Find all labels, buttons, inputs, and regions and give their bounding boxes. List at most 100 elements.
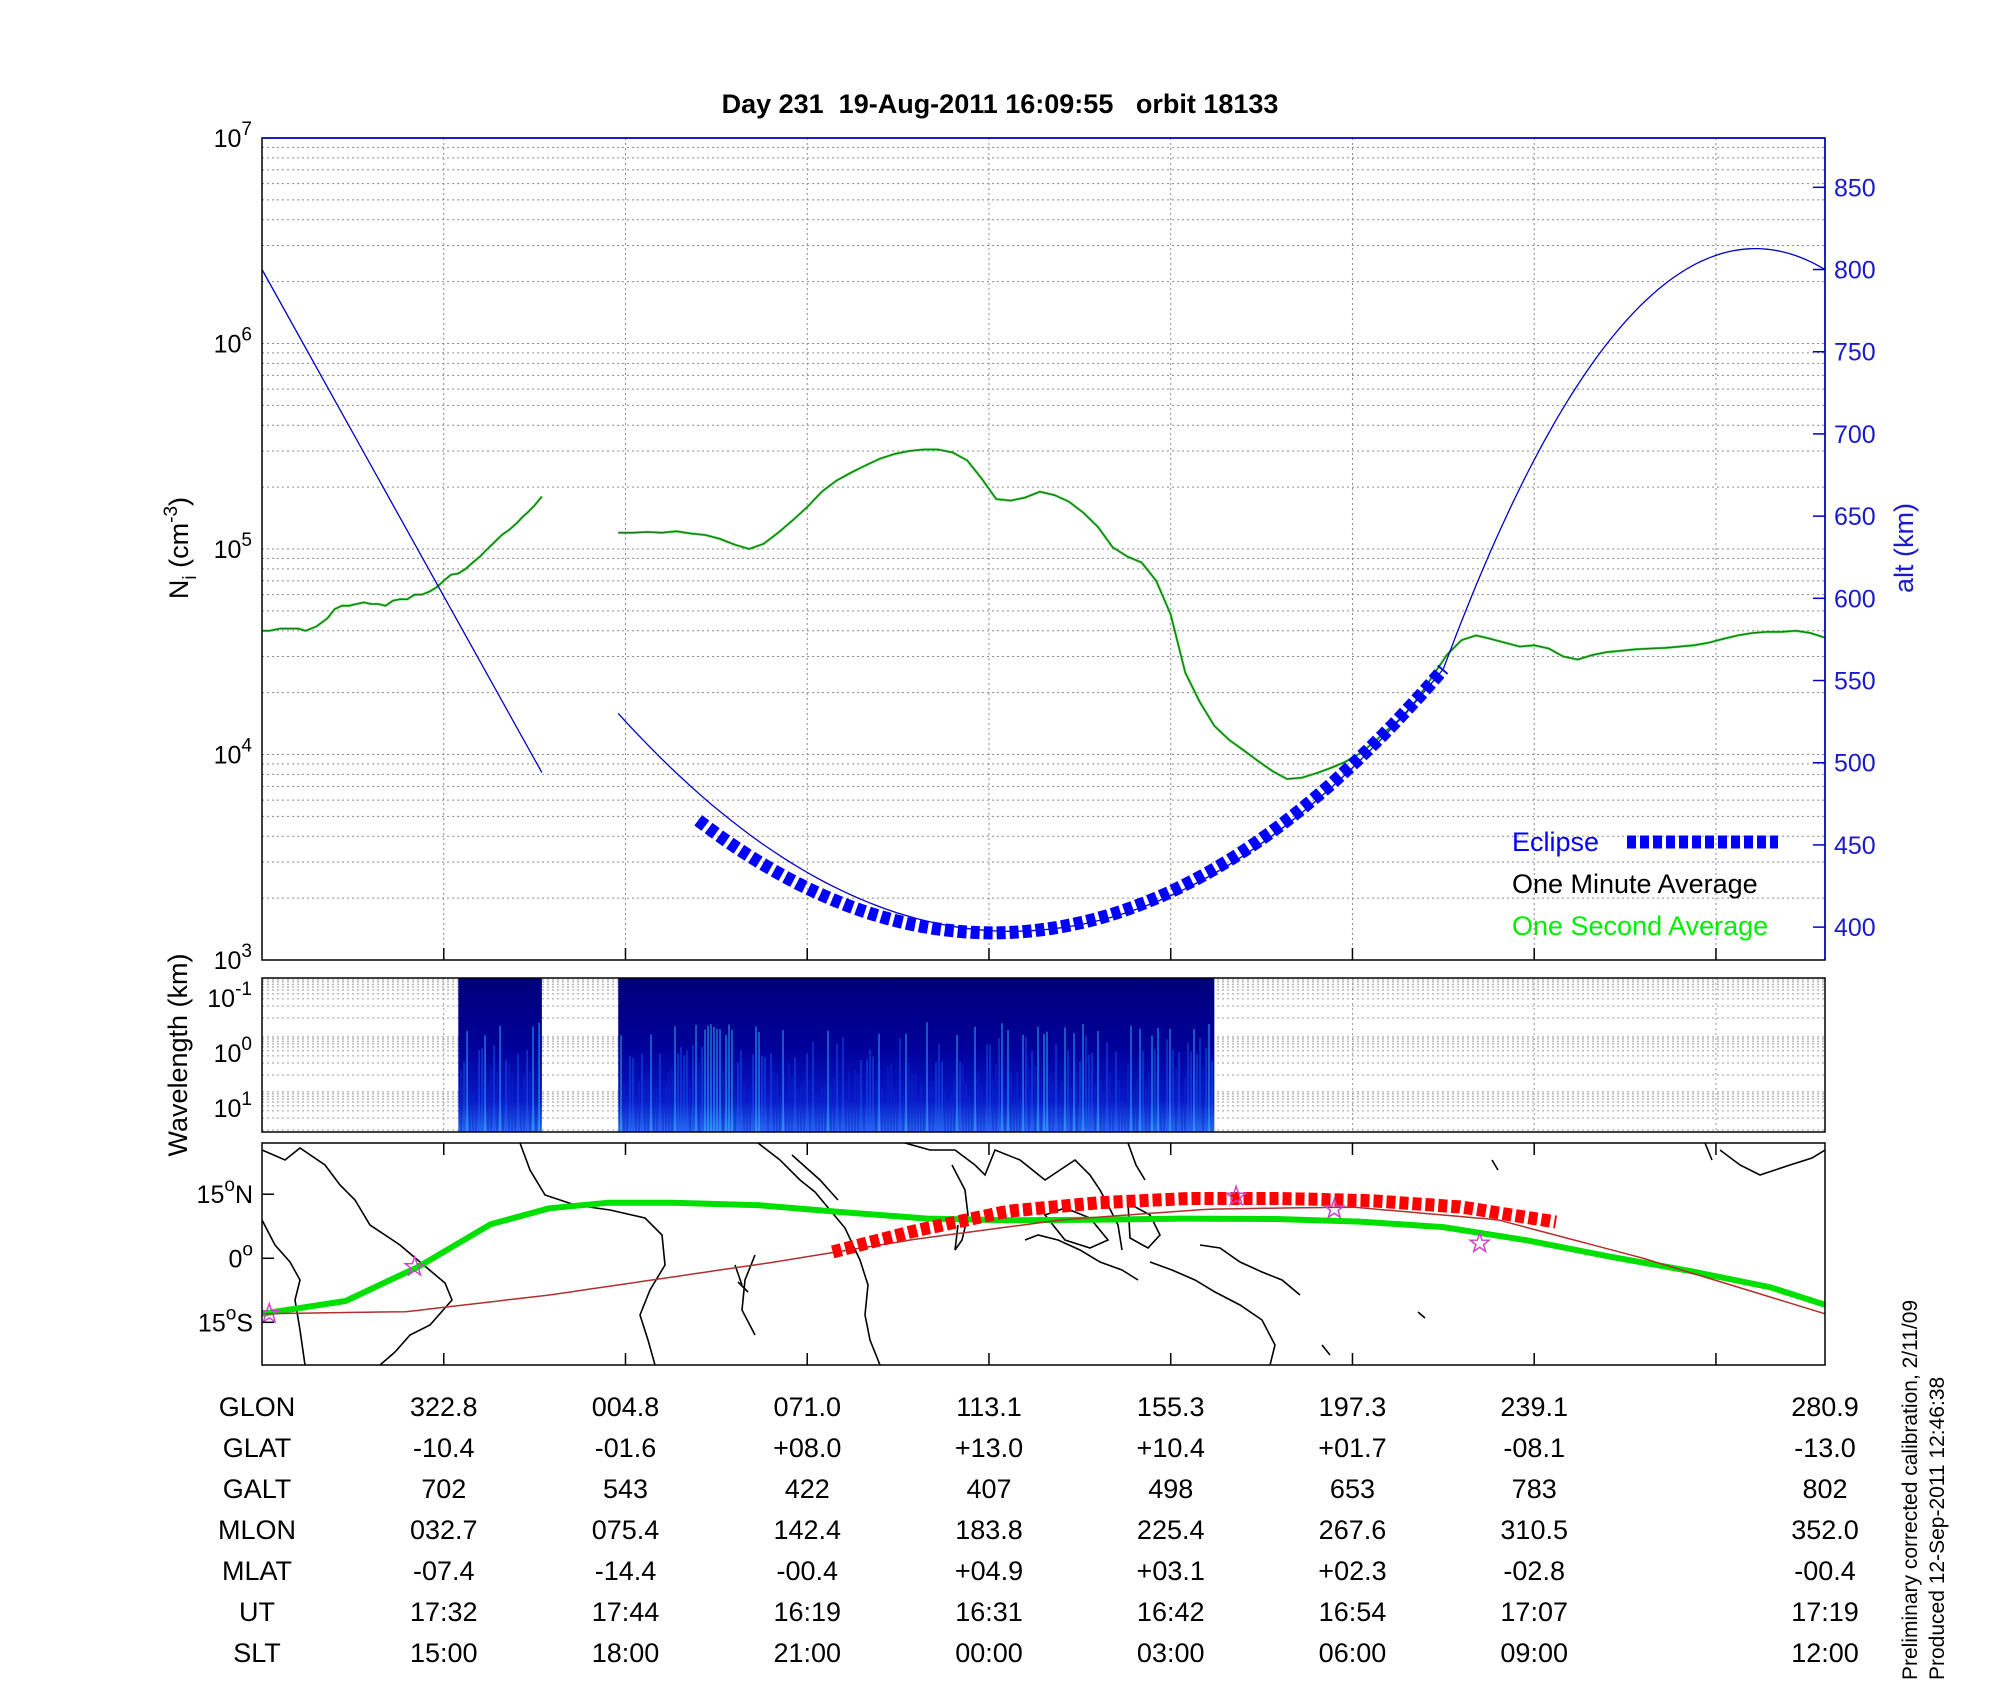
legend-second-label: One Second Average bbox=[1512, 911, 1768, 941]
spectrogram-streak bbox=[1043, 1033, 1045, 1132]
spectrogram-streak bbox=[1109, 1073, 1111, 1132]
table-cell: +10.4 bbox=[1137, 1433, 1205, 1463]
table-cell: 543 bbox=[603, 1474, 648, 1504]
table-cell: 239.1 bbox=[1500, 1392, 1568, 1422]
alt-tick-label: 450 bbox=[1834, 832, 1876, 860]
magnetic-equator-line bbox=[262, 1206, 1825, 1315]
spectrogram-streak bbox=[1181, 1103, 1183, 1132]
table-cell: 16:31 bbox=[955, 1597, 1023, 1627]
spectrogram-streak bbox=[977, 1072, 979, 1132]
spectrogram-streak bbox=[1025, 1036, 1027, 1132]
spectrogram-streak bbox=[1049, 1074, 1051, 1132]
spectrogram-streak bbox=[466, 1031, 468, 1132]
spectrogram-streak bbox=[1097, 1030, 1099, 1132]
spectrogram-streak bbox=[863, 1097, 865, 1132]
lat-tick-label: 0o bbox=[229, 1239, 253, 1273]
spectrogram-streak bbox=[487, 1085, 489, 1132]
spectrogram-streak bbox=[472, 1093, 474, 1132]
spectrogram-streak bbox=[734, 1096, 736, 1132]
table-cell: 183.8 bbox=[955, 1515, 1023, 1545]
spectrogram-streak bbox=[845, 1098, 847, 1132]
spectrogram-streak bbox=[746, 1105, 748, 1132]
table-cell: 17:07 bbox=[1500, 1597, 1568, 1627]
spectrogram-streak bbox=[821, 1086, 823, 1132]
table-cell: 267.6 bbox=[1319, 1515, 1387, 1545]
spectrogram-streak bbox=[493, 1045, 495, 1132]
table-cell: 113.1 bbox=[956, 1392, 1022, 1422]
density-minute-line bbox=[618, 448, 1826, 780]
spectrogram-streak bbox=[1148, 1071, 1150, 1132]
spectrogram-streak bbox=[926, 1022, 928, 1132]
spectrogram-streak bbox=[505, 1059, 507, 1132]
spectrogram-streak bbox=[803, 1079, 805, 1132]
table-cell: +02.3 bbox=[1318, 1556, 1386, 1586]
spectrogram-streak bbox=[743, 1085, 745, 1132]
spectrogram-streak bbox=[469, 1092, 471, 1132]
spectrogram-streak bbox=[1172, 1049, 1174, 1132]
spectrogram-streak bbox=[1115, 1051, 1117, 1132]
spectrogram-streak bbox=[656, 1088, 658, 1132]
altitude-y-label: alt (km) bbox=[1889, 503, 1919, 593]
table-cell: +04.9 bbox=[955, 1556, 1023, 1586]
table-cell: 407 bbox=[966, 1474, 1011, 1504]
spectrogram-streak bbox=[947, 1099, 949, 1132]
spectrogram-streak bbox=[1151, 1035, 1153, 1132]
spectrogram-streak bbox=[502, 1100, 504, 1132]
spectrogram-streak bbox=[866, 1059, 868, 1132]
spectrogram-streak bbox=[1004, 1094, 1006, 1132]
table-cell: 422 bbox=[785, 1474, 830, 1504]
spectrogram-streak bbox=[1127, 1064, 1129, 1132]
spectrogram-streak bbox=[887, 1066, 889, 1132]
y-tick-label: 103 bbox=[214, 941, 252, 975]
alt-tick-label: 600 bbox=[1834, 585, 1876, 613]
spectrogram-streak bbox=[980, 1085, 982, 1132]
spectrogram-streak bbox=[484, 1035, 486, 1132]
spectrogram-streak bbox=[481, 1048, 483, 1132]
spectrogram-streak bbox=[1160, 1100, 1162, 1132]
spectrogram-streak bbox=[520, 1106, 522, 1132]
spectrogram-streak bbox=[626, 1095, 628, 1132]
spectrogram-streak bbox=[1112, 1110, 1114, 1132]
table-cell: +08.0 bbox=[773, 1433, 841, 1463]
spectrogram-streak bbox=[1124, 1111, 1126, 1132]
table-cell: 802 bbox=[1802, 1474, 1847, 1504]
spectrogram-streak bbox=[1145, 1086, 1147, 1132]
alt-tick-label: 800 bbox=[1834, 257, 1876, 285]
table-cell: -00.4 bbox=[776, 1556, 838, 1586]
wavelength-tick-label: 100 bbox=[214, 1034, 252, 1068]
spectrogram-streak bbox=[998, 1038, 1000, 1132]
spectrogram-streak bbox=[983, 1097, 985, 1132]
spectrogram-streak bbox=[881, 1087, 883, 1132]
y-tick-label: 106 bbox=[214, 325, 252, 359]
table-cell: -08.1 bbox=[1503, 1433, 1565, 1463]
spectrogram-streak bbox=[905, 1033, 907, 1132]
table-cell: 322.8 bbox=[410, 1392, 478, 1422]
lat-tick-label: 15oN bbox=[197, 1175, 253, 1209]
table-cell: -13.0 bbox=[1794, 1433, 1856, 1463]
spectrogram-streak bbox=[623, 1084, 625, 1132]
spectrogram-streak bbox=[1052, 1081, 1054, 1132]
spectrogram-streak bbox=[818, 1098, 820, 1132]
spectrogram-streak bbox=[989, 1044, 991, 1132]
table-cell: 16:19 bbox=[773, 1597, 841, 1627]
spectrogram-streak bbox=[1139, 1028, 1141, 1132]
alt-tick-label: 550 bbox=[1834, 668, 1876, 696]
y-tick-label: 104 bbox=[214, 736, 253, 770]
spectrogram-streak bbox=[1154, 1049, 1156, 1132]
spectrogram-streak bbox=[1073, 1033, 1075, 1132]
table-cell: +03.1 bbox=[1137, 1556, 1205, 1586]
alt-tick-label: 750 bbox=[1834, 339, 1876, 367]
spectrogram-streak bbox=[1085, 1035, 1087, 1132]
table-cell: 352.0 bbox=[1791, 1515, 1859, 1545]
spectrogram-streak bbox=[508, 1063, 510, 1132]
spectrogram-streak bbox=[833, 1078, 835, 1132]
spectrogram-streak bbox=[935, 1062, 937, 1132]
table-cell: 498 bbox=[1148, 1474, 1193, 1504]
table-cell: 783 bbox=[1512, 1474, 1557, 1504]
spectrogram-streak bbox=[1118, 1079, 1120, 1132]
spectrogram-streak bbox=[1007, 1030, 1009, 1132]
wavelength-y-label: Wavelength (km) bbox=[163, 953, 193, 1156]
spectrogram-streak bbox=[830, 1086, 832, 1132]
spectrogram-streak bbox=[860, 1059, 862, 1132]
table-cell: -07.4 bbox=[413, 1556, 475, 1586]
